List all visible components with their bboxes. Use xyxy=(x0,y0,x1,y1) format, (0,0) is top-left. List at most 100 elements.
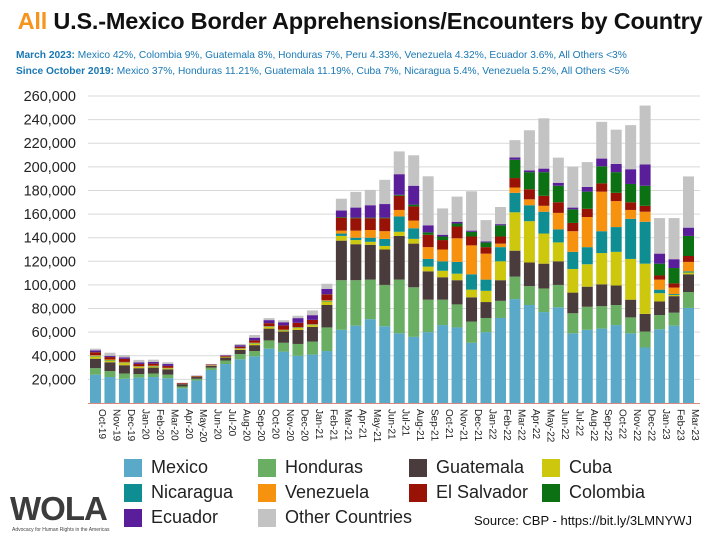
bar-segment-cuba xyxy=(335,235,347,241)
x-axis: Oct-19 Nov-19 Dec-19 Jan-20 Feb-20 Mar-20 Apr-… xyxy=(96,409,700,443)
bar-segment-mexico xyxy=(422,332,434,403)
bar-segment-colombia xyxy=(538,172,550,196)
title-text: U.S.-Mexico Border Apprehensions/Encount… xyxy=(47,8,703,34)
x-tick-label: Jan-21 xyxy=(313,409,324,440)
bar-stack-Mar-21 xyxy=(335,198,347,403)
bar-segment-honduras xyxy=(422,299,434,333)
bar-segment-cuba xyxy=(581,264,593,287)
bar-segment-colombia xyxy=(335,217,347,218)
x-tick-label: Feb-23 xyxy=(675,409,686,441)
bar-stack-Aug-21 xyxy=(408,155,420,403)
bar-segment-nicaragua xyxy=(379,238,391,246)
bar-segment-mexico xyxy=(654,329,666,403)
x-tick-label: Aug-20 xyxy=(241,409,252,442)
bar-segment-ecuador xyxy=(509,157,521,160)
bar-segment-mexico xyxy=(538,312,550,403)
bar-segment-el-salvador xyxy=(596,183,608,192)
bar-stack-Dec-20 xyxy=(292,315,304,403)
bar-segment-mexico xyxy=(494,317,506,403)
bar-segment-other-countries xyxy=(408,155,420,186)
bar-segment-el-salvador xyxy=(494,236,506,244)
bar-segment-guatemala xyxy=(494,280,506,301)
x-tick-label: Dec-20 xyxy=(298,409,309,442)
bar-segment-honduras xyxy=(350,280,362,326)
bar-segment-ecuador xyxy=(234,345,246,347)
bar-segment-el-salvador xyxy=(292,322,304,328)
bar-stack-Jan-21 xyxy=(306,310,318,403)
bar-segment-ecuador xyxy=(292,318,304,323)
bar-stack-Apr-21 xyxy=(350,191,362,403)
subtitle-since-2019-text: Mexico 37%, Honduras 11.21%, Guatemala 1… xyxy=(113,66,630,77)
x-tick-label: Oct-20 xyxy=(270,409,281,439)
bar-segment-colombia xyxy=(494,225,506,237)
bar-stack-May-22 xyxy=(538,118,550,403)
bar-segment-cuba xyxy=(393,231,405,236)
bar-segment-other-countries xyxy=(538,118,550,169)
bar-segment-guatemala xyxy=(509,250,521,277)
bar-segment-cuba xyxy=(278,330,290,332)
bar-segment-nicaragua xyxy=(683,271,694,273)
legend-label: Cuba xyxy=(569,457,613,477)
bar-segment-honduras xyxy=(278,342,290,352)
bar-segment-ecuador xyxy=(451,221,463,224)
legend-label: Guatemala xyxy=(436,457,525,477)
bar-segment-nicaragua xyxy=(408,228,420,239)
bar-segment-mexico xyxy=(379,326,391,403)
wola-logo: WOLA Advocacy for Human Rights in the Am… xyxy=(10,490,120,538)
y-axis: 20,000 40,000 60,000 80,000 100,000 120,000 14… xyxy=(24,89,76,388)
bar-segment-venezuela xyxy=(393,209,405,217)
x-tick-label: Nov-21 xyxy=(458,409,469,442)
bar-segment-other-countries xyxy=(306,310,318,316)
subtitle-since-2019: Since October 2019: Mexico 37%, Honduras… xyxy=(16,66,629,77)
bar-segment-venezuela xyxy=(321,300,333,301)
bar-segment-honduras xyxy=(191,378,203,381)
bar-segment-honduras xyxy=(234,353,246,360)
bar-segment-ecuador xyxy=(538,168,550,173)
bar-segment-ecuador xyxy=(581,186,593,192)
bar-segment-nicaragua xyxy=(509,192,521,213)
bar-segment-other-countries xyxy=(437,208,449,235)
legend-label: El Salvador xyxy=(436,482,529,502)
bar-segment-mexico xyxy=(118,378,130,403)
bar-segment-mexico xyxy=(552,307,564,403)
bar-segment-el-salvador xyxy=(379,218,391,232)
bar-segment-el-salvador xyxy=(451,226,463,239)
bar-segment-cuba xyxy=(321,301,333,305)
bar-segment-honduras xyxy=(654,315,666,330)
bar-segment-el-salvador xyxy=(350,218,362,231)
bar-segment-guatemala xyxy=(523,262,535,287)
bar-segment-guatemala xyxy=(480,302,492,318)
x-tick-label: Jun-22 xyxy=(559,409,570,440)
x-tick-label: Aug-21 xyxy=(414,409,425,442)
bar-segment-guatemala xyxy=(321,304,333,328)
bar-segment-other-countries xyxy=(90,348,101,351)
bar-segment-ecuador xyxy=(494,224,506,226)
bar-segment-honduras xyxy=(118,373,130,379)
bar-segment-el-salvador xyxy=(625,202,637,210)
bar-stack-Dec-19 xyxy=(118,355,130,403)
bar-segment-colombia xyxy=(408,204,420,207)
bar-segment-guatemala xyxy=(451,280,463,305)
bar-segment-venezuela xyxy=(668,287,680,295)
bar-stack-Jun-20 xyxy=(205,364,217,403)
bar-segment-guatemala xyxy=(249,345,261,352)
x-tick-label: Jul-21 xyxy=(400,409,411,437)
bar-segment-colombia xyxy=(610,172,622,193)
bar-segment-other-countries xyxy=(668,218,680,260)
legend-label: Nicaragua xyxy=(151,482,234,502)
y-tick-label: 40,000 xyxy=(32,349,76,365)
bar-segment-colombia xyxy=(625,183,637,203)
bar-segment-mexico xyxy=(596,328,608,403)
bar-segment-other-countries xyxy=(249,334,261,338)
bar-segment-cuba xyxy=(668,294,680,297)
bar-segment-guatemala xyxy=(162,369,174,375)
bar-segment-honduras xyxy=(133,374,145,378)
x-tick-label: May-20 xyxy=(197,409,208,443)
bar-segment-el-salvador xyxy=(581,208,593,218)
bar-segment-venezuela xyxy=(523,199,535,206)
bar-segment-nicaragua xyxy=(639,221,651,264)
bar-segment-nicaragua xyxy=(538,211,550,234)
subtitle-march-2023: March 2023: Mexico 42%, Colombia 9%, Gua… xyxy=(16,50,627,61)
bar-segment-other-countries xyxy=(335,198,347,211)
y-tick-label: 100,000 xyxy=(24,278,76,294)
